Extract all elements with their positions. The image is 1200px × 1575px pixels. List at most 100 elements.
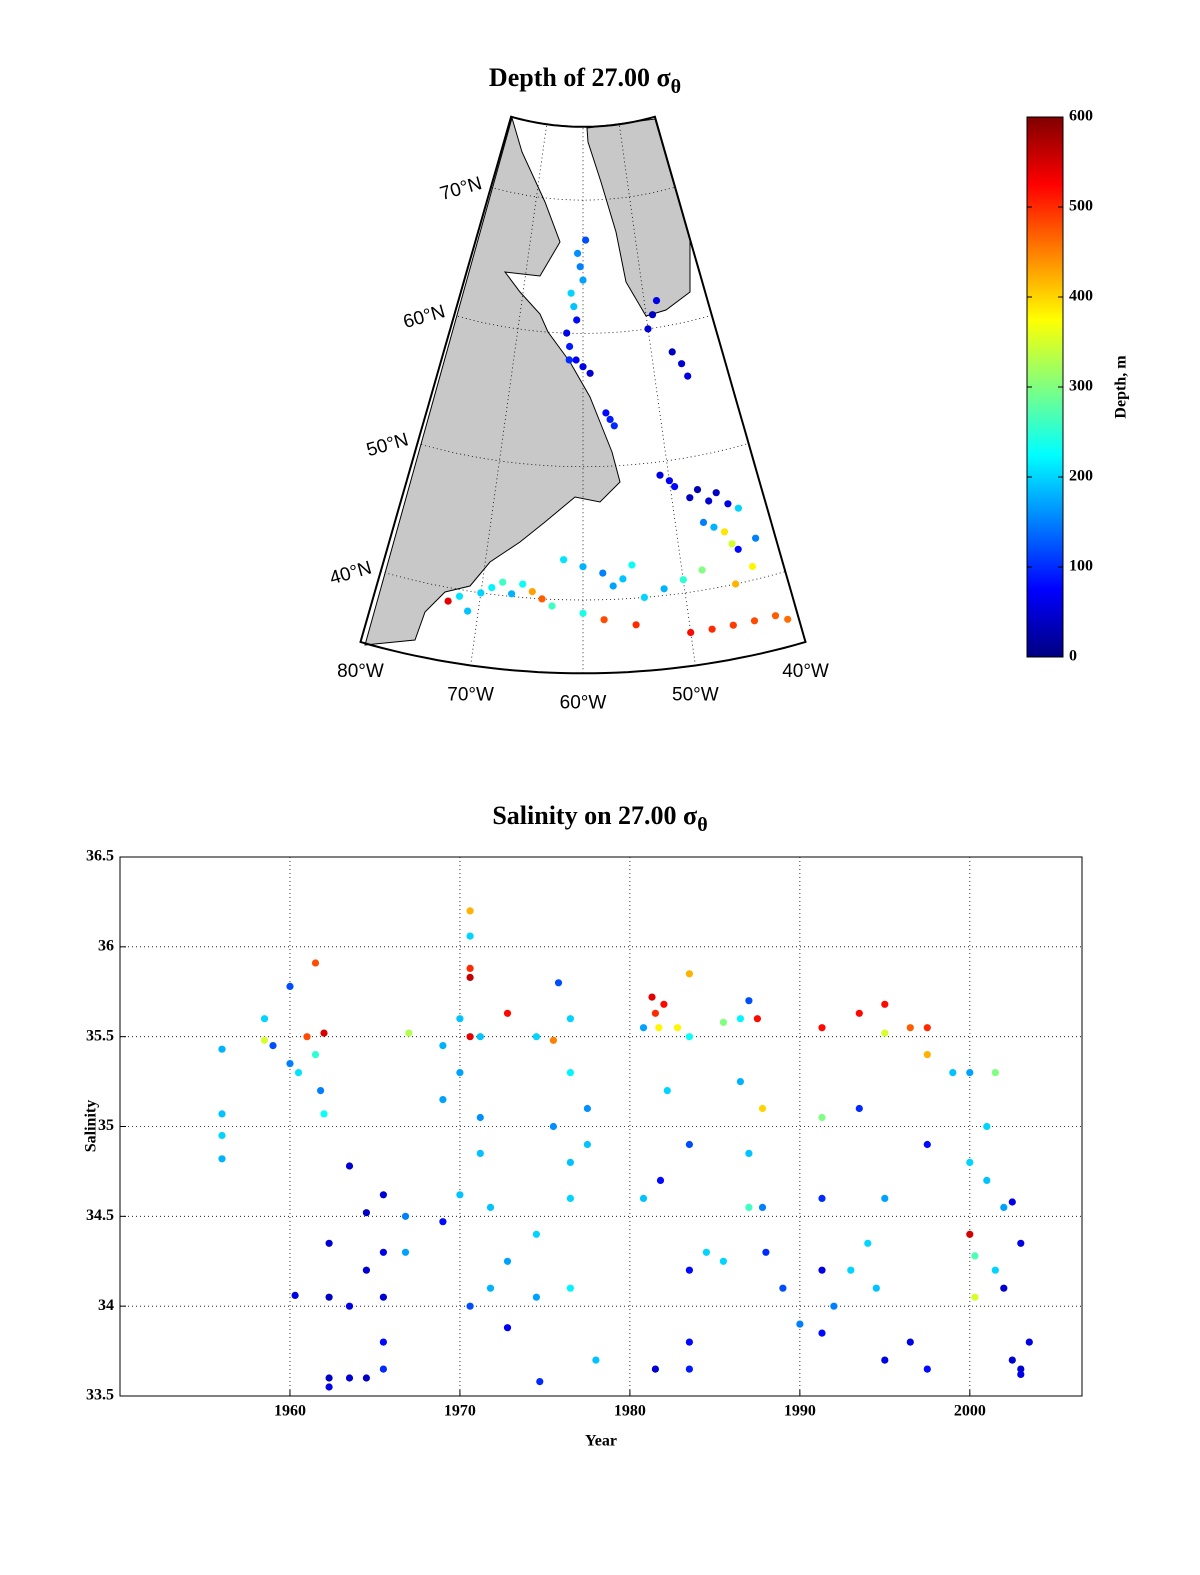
data-point: [906, 1024, 914, 1032]
data-point: [830, 1302, 838, 1310]
data-point: [818, 1113, 826, 1122]
data-point: [881, 1356, 889, 1364]
data-point: [320, 1110, 328, 1118]
station-point: [574, 249, 582, 257]
data-point: [872, 1284, 880, 1292]
data-point: [655, 1024, 663, 1032]
station-point: [678, 360, 686, 368]
data-point: [685, 1033, 694, 1041]
data-point: [656, 1176, 665, 1184]
lon-tick-label: 40°W: [782, 661, 829, 682]
data-point: [218, 1155, 226, 1163]
data-point: [663, 1087, 671, 1095]
data-point: [325, 1239, 333, 1247]
colorbar-tick-label: 300: [1069, 378, 1093, 395]
data-point: [286, 1060, 294, 1068]
map-frame: [359, 115, 807, 675]
y-tick-label: 35.5: [86, 1027, 114, 1044]
data-point: [325, 1374, 333, 1382]
data-point: [991, 1069, 999, 1077]
station-point: [734, 504, 743, 512]
station-point: [519, 580, 527, 588]
data-point: [532, 1293, 541, 1301]
data-point: [476, 1149, 484, 1157]
colorbar-tick-label: 0: [1069, 648, 1077, 665]
data-point: [325, 1293, 333, 1301]
scatter-title-text: Salinity on 27.00 σ: [492, 801, 697, 830]
station-point: [687, 628, 695, 637]
station-point: [570, 303, 578, 311]
station-point: [538, 595, 546, 603]
data-point: [566, 1158, 575, 1166]
station-point: [720, 528, 729, 536]
data-point: [286, 982, 294, 991]
data-point: [673, 1024, 682, 1032]
data-point: [583, 1104, 592, 1113]
data-point: [566, 1284, 575, 1292]
station-point: [729, 621, 737, 629]
station-point: [560, 556, 568, 564]
data-point: [325, 1383, 333, 1391]
data-point: [294, 1069, 303, 1077]
data-point: [476, 1033, 484, 1041]
data-point: [439, 1096, 447, 1104]
data-point: [745, 1149, 753, 1157]
data-point: [758, 1104, 767, 1113]
data-point: [566, 1194, 575, 1202]
data-point: [311, 1051, 320, 1059]
data-point: [736, 1015, 745, 1023]
station-point: [609, 582, 617, 590]
data-point: [401, 1248, 410, 1256]
colorbar-label: Depth, m: [1113, 355, 1130, 419]
data-point: [466, 1033, 474, 1041]
data-point: [758, 1203, 767, 1211]
station-point: [734, 545, 742, 553]
station-point: [771, 612, 780, 620]
data-point: [476, 1113, 484, 1122]
station-point: [665, 477, 674, 485]
data-point: [685, 1140, 694, 1149]
station-point: [528, 588, 536, 596]
lon-tick-label: 80°W: [337, 661, 384, 682]
colorbar-tick-label: 600: [1069, 108, 1093, 125]
station-point: [455, 592, 464, 600]
y-tick-label: 36: [98, 938, 114, 955]
station-point: [684, 372, 692, 380]
lon-tick-label: 70°W: [447, 684, 494, 705]
data-point: [991, 1266, 999, 1274]
data-point: [466, 932, 474, 940]
data-point: [466, 907, 474, 915]
station-point: [708, 625, 716, 633]
data-point: [923, 1140, 931, 1149]
data-point: [362, 1374, 370, 1382]
data-point: [881, 1029, 889, 1037]
data-point: [639, 1024, 648, 1032]
data-point: [456, 1015, 464, 1023]
data-point: [1000, 1284, 1008, 1292]
data-point: [983, 1176, 991, 1184]
data-point: [1008, 1356, 1016, 1364]
x-tick-label: 1970: [444, 1403, 476, 1420]
data-point: [1017, 1239, 1025, 1247]
station-point: [699, 518, 708, 527]
station-point: [660, 585, 668, 593]
data-point: [439, 1042, 447, 1050]
station-point: [508, 590, 516, 598]
data-point: [923, 1024, 931, 1032]
colorbar-tick-label: 500: [1069, 198, 1093, 215]
station-point: [579, 609, 587, 617]
data-point: [362, 1209, 370, 1217]
x-tick-label: 2000: [954, 1403, 986, 1420]
data-point: [881, 1000, 889, 1008]
data-point: [379, 1191, 387, 1199]
data-point: [745, 1203, 753, 1211]
data-point: [1017, 1370, 1025, 1378]
station-point: [566, 342, 574, 351]
data-point: [923, 1365, 931, 1373]
data-point: [685, 970, 694, 978]
station-point: [732, 580, 740, 588]
data-point: [971, 1293, 979, 1301]
data-point: [736, 1078, 745, 1086]
data-point: [592, 1356, 600, 1364]
